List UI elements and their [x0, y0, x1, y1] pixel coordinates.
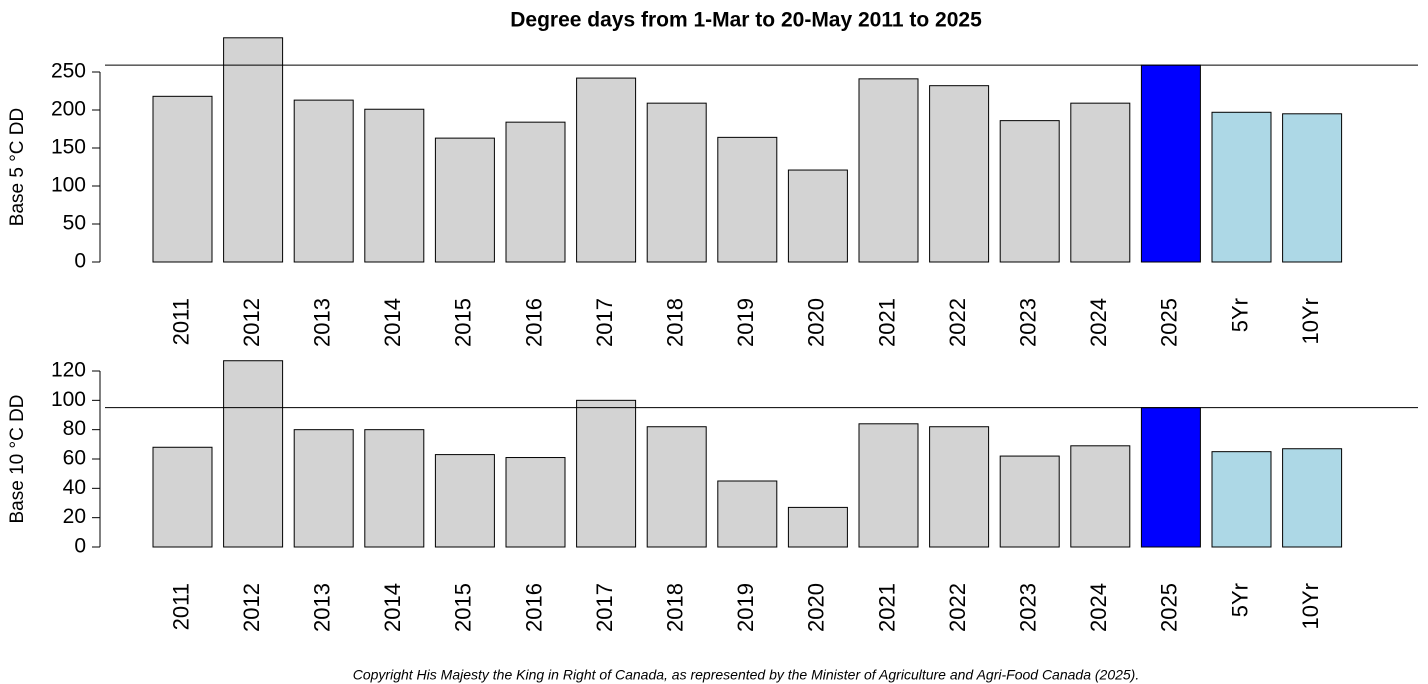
- y-tick-label: 20: [63, 505, 86, 528]
- y-tick-label: 100: [51, 174, 86, 197]
- bar: [293, 429, 354, 548]
- bar: [576, 77, 637, 263]
- x-tick-label: 2011: [168, 583, 193, 630]
- x-tick-label: 2012: [239, 298, 264, 347]
- footer: Copyright His Majesty the King in Right …: [353, 667, 1139, 683]
- y-tick-label: 50: [63, 212, 86, 235]
- x-tick-label: 2024: [1086, 583, 1111, 632]
- bar: [152, 446, 213, 548]
- x-tick-label: 2017: [592, 298, 617, 347]
- y-tick-label: 100: [51, 388, 86, 411]
- bar: [717, 480, 778, 548]
- bar: [293, 99, 354, 263]
- x-tick-label: 2018: [663, 583, 688, 632]
- x-tick-label: 2013: [310, 298, 335, 347]
- x-tick-label: 2020: [804, 583, 829, 632]
- bar: [858, 423, 919, 548]
- bar: [364, 429, 425, 548]
- y-axis-label: Base 5 °C DD: [7, 108, 28, 226]
- bar: [646, 426, 707, 548]
- x-tick-label: 10Yr: [1298, 298, 1323, 344]
- bar: [787, 169, 848, 263]
- x-tick-label: 2015: [451, 583, 476, 632]
- x-tick-label: 5Yr: [1227, 583, 1252, 617]
- x-tick-label: 2024: [1086, 298, 1111, 347]
- y-tick-label: 150: [51, 136, 86, 159]
- y-tick-label: 200: [51, 98, 86, 121]
- x-tick-label: 2016: [521, 583, 546, 632]
- bar: [929, 426, 990, 548]
- y-tick-label: 120: [51, 359, 86, 382]
- x-tick-label: 5Yr: [1227, 298, 1252, 332]
- x-tick-label: 2020: [804, 298, 829, 347]
- bar: [576, 399, 637, 548]
- y-tick-label: 80: [63, 417, 86, 440]
- x-tick-label: 2019: [733, 298, 758, 347]
- bar: [717, 136, 778, 263]
- bar: [1282, 448, 1343, 548]
- bar: [929, 85, 990, 263]
- y-tick-label: 250: [51, 60, 86, 83]
- y-tick-label: 0: [74, 535, 86, 558]
- bar: [1282, 113, 1343, 263]
- x-tick-label: 2025: [1157, 298, 1182, 347]
- bar: [434, 137, 495, 263]
- y-tick-label: 60: [63, 447, 86, 470]
- bar: [1070, 445, 1131, 548]
- x-tick-label: 2023: [1016, 298, 1041, 347]
- x-tick-label: 2016: [521, 298, 546, 347]
- bar: [787, 506, 848, 548]
- bar: [434, 454, 495, 548]
- x-tick-label: 2021: [874, 298, 899, 347]
- bar: [505, 121, 566, 263]
- x-tick-label: 2019: [733, 583, 758, 632]
- x-tick-label: 2014: [380, 298, 405, 347]
- bar: [999, 455, 1060, 548]
- x-tick-label: 2021: [874, 583, 899, 632]
- bar: [1070, 102, 1131, 263]
- bar: [364, 108, 425, 263]
- x-tick-label: 2023: [1016, 583, 1041, 632]
- bar: [223, 37, 284, 263]
- bar: [505, 457, 566, 548]
- bar: [223, 360, 284, 548]
- bar: [999, 120, 1060, 263]
- bar: [1211, 451, 1272, 548]
- x-tick-label: 2017: [592, 583, 617, 632]
- chart-title: Degree days from 1-Mar to 20-May 2011 to…: [510, 9, 982, 32]
- y-axis-label: Base 10 °C DD: [7, 394, 28, 523]
- x-tick-label: 2018: [663, 298, 688, 347]
- y-tick-label: 0: [74, 250, 86, 273]
- bar: [1140, 64, 1201, 263]
- x-tick-label: 2013: [310, 583, 335, 632]
- x-tick-label: 2022: [945, 298, 970, 347]
- bar: [152, 95, 213, 263]
- x-tick-label: 2022: [945, 583, 970, 632]
- x-tick-label: 10Yr: [1298, 583, 1323, 629]
- bar: [1140, 407, 1201, 548]
- y-tick-label: 40: [63, 476, 86, 499]
- x-tick-label: 2012: [239, 583, 264, 632]
- bar: [858, 78, 919, 263]
- x-tick-label: 2025: [1157, 583, 1182, 632]
- bar: [1211, 111, 1272, 263]
- bar: [646, 102, 707, 263]
- x-tick-label: 2014: [380, 583, 405, 632]
- x-tick-label: 2011: [168, 298, 193, 345]
- x-tick-label: 2015: [451, 298, 476, 347]
